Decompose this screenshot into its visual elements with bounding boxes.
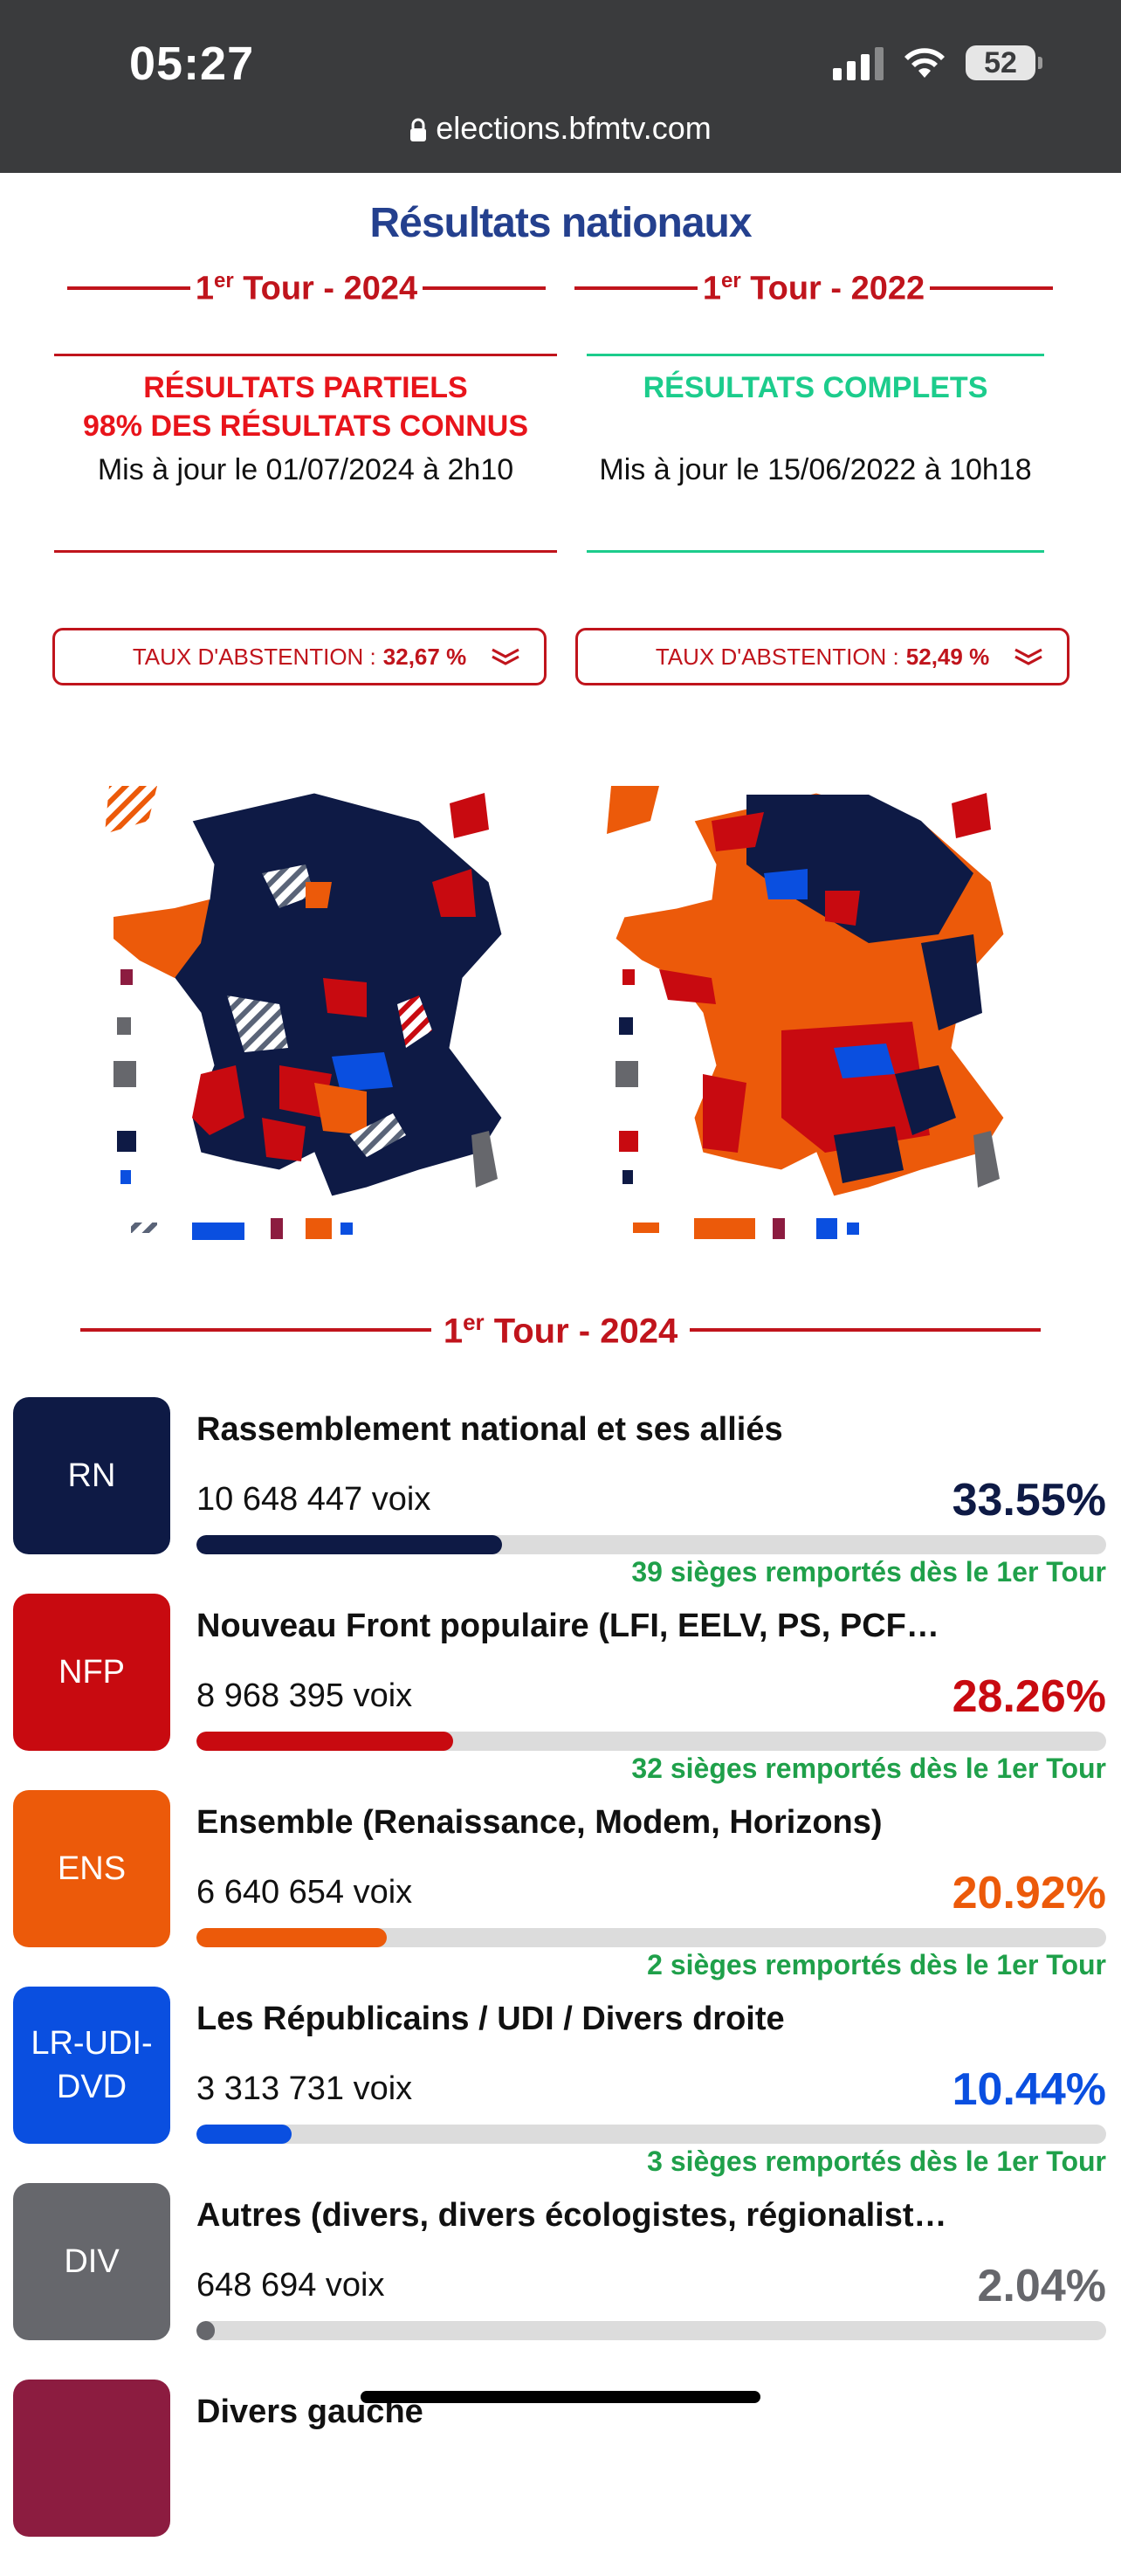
party-percentage: 10.44% bbox=[952, 2064, 1106, 2115]
vote-share-fill bbox=[196, 2321, 216, 2340]
abstention-dropdown-2024[interactable]: TAUX D'ABSTENTION :32,67 % bbox=[52, 628, 547, 685]
vote-share-fill bbox=[196, 1535, 502, 1554]
vote-share-bar bbox=[196, 2125, 1106, 2144]
party-percentage: 2.04% bbox=[977, 2261, 1106, 2311]
results-status-label: RÉSULTATS PARTIELS bbox=[143, 371, 468, 404]
seats-won: 32 sièges remportés dès le 1er Tour bbox=[631, 1753, 1106, 1784]
party-name: Nouveau Front populaire (LFI, EELV, PS, … bbox=[196, 1608, 947, 1644]
tour-header-2022: 1er Tour - 2022 bbox=[574, 266, 1054, 310]
party-votes: 10 648 447 voix bbox=[196, 1481, 431, 1518]
party-badge: RN bbox=[13, 1397, 170, 1554]
vote-share-bar bbox=[196, 1535, 1106, 1554]
url-text: elections.bfmtv.com bbox=[436, 110, 712, 146]
lock-icon bbox=[410, 119, 427, 142]
seats-won: 2 sièges remportés dès le 1er Tour bbox=[647, 1949, 1106, 1980]
party-row-rn[interactable]: RN Rassemblement national et ses alliés … bbox=[0, 1397, 1121, 1594]
party-percentage: 28.26% bbox=[952, 1671, 1106, 1722]
chevron-down-icon bbox=[492, 648, 519, 665]
battery-icon: 52 bbox=[966, 45, 1042, 80]
party-badge bbox=[13, 2380, 170, 2537]
party-row-nfp[interactable]: NFP Nouveau Front populaire (LFI, EELV, … bbox=[0, 1594, 1121, 1790]
vote-share-bar bbox=[196, 1928, 1106, 1947]
party-badge: NFP bbox=[13, 1594, 170, 1751]
wifi-icon bbox=[904, 48, 945, 78]
home-indicator[interactable] bbox=[361, 2391, 760, 2403]
update-timestamp: Mis à jour le 15/06/2022 à 10h18 bbox=[599, 453, 1032, 486]
results-status-2024: RÉSULTATS PARTIELS 98% DES RÉSULTATS CON… bbox=[54, 354, 557, 553]
party-row-ens[interactable]: ENS Ensemble (Renaissance, Modem, Horizo… bbox=[0, 1790, 1121, 1987]
vote-share-bar bbox=[196, 1732, 1106, 1751]
results-status-label: RÉSULTATS COMPLETS bbox=[643, 371, 988, 404]
party-percentage: 33.55% bbox=[952, 1475, 1106, 1526]
seats-won: 3 sièges remportés dès le 1er Tour bbox=[647, 2146, 1106, 2177]
party-row-lr-udi-dvd[interactable]: LR-UDI- DVD Les Républicains / UDI / Dive… bbox=[0, 1987, 1121, 2183]
seats-won: 39 sièges remportés dès le 1er Tour bbox=[631, 1556, 1106, 1588]
results-section-header: 1er Tour - 2024 bbox=[80, 1308, 1041, 1352]
tour-header-2024: 1er Tour - 2024 bbox=[67, 266, 547, 310]
party-badge: LR-UDI- DVD bbox=[13, 1987, 170, 2144]
france-map-2024[interactable] bbox=[105, 786, 515, 1266]
party-name: Ensemble (Renaissance, Modem, Horizons) bbox=[196, 1804, 883, 1841]
party-row-dvg[interactable]: Divers gauche bbox=[0, 2380, 1121, 2576]
vote-share-fill bbox=[196, 2125, 292, 2144]
party-name: Rassemblement national et ses alliés bbox=[196, 1411, 783, 1448]
status-bar: 05:27 52 elections.bfmtv.com bbox=[0, 0, 1121, 173]
party-percentage: 20.92% bbox=[952, 1868, 1106, 1918]
status-icons: 52 bbox=[833, 45, 1042, 80]
vote-share-fill bbox=[196, 1732, 454, 1751]
clock: 05:27 bbox=[129, 38, 255, 90]
vote-share-fill bbox=[196, 1928, 387, 1947]
party-votes: 8 968 395 voix bbox=[196, 1677, 413, 1714]
chevron-down-icon bbox=[1014, 648, 1042, 665]
results-status-2022: RÉSULTATS COMPLETS Mis à jour le 15/06/2… bbox=[587, 354, 1044, 553]
page-title: Résultats nationaux bbox=[369, 200, 752, 246]
party-badge: DIV bbox=[13, 2183, 170, 2340]
party-votes: 6 640 654 voix bbox=[196, 1874, 413, 1911]
france-map-2022[interactable] bbox=[607, 786, 1017, 1266]
party-row-div[interactable]: DIV Autres (divers, divers écologistes, … bbox=[0, 2183, 1121, 2380]
cellular-signal-icon bbox=[833, 45, 884, 80]
party-votes: 648 694 voix bbox=[196, 2267, 385, 2304]
vote-share-bar bbox=[196, 2321, 1106, 2340]
party-name: Autres (divers, divers écologistes, régi… bbox=[196, 2197, 947, 2234]
party-votes: 3 313 731 voix bbox=[196, 2070, 413, 2107]
party-name: Les Républicains / UDI / Divers droite bbox=[196, 2001, 785, 2037]
address-bar[interactable]: elections.bfmtv.com bbox=[0, 110, 1121, 147]
update-timestamp: Mis à jour le 01/07/2024 à 2h10 bbox=[97, 453, 514, 486]
abstention-dropdown-2022[interactable]: TAUX D'ABSTENTION :52,49 % bbox=[575, 628, 1069, 685]
party-badge: ENS bbox=[13, 1790, 170, 1947]
results-progress-label: 98% DES RÉSULTATS CONNUS bbox=[82, 410, 529, 443]
